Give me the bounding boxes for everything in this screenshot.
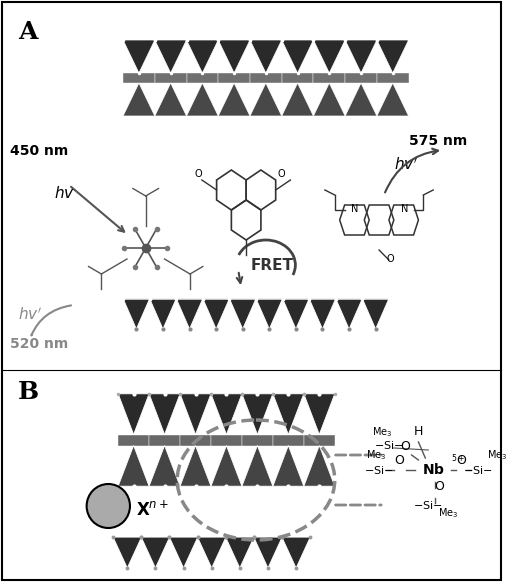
Polygon shape [118, 394, 149, 435]
Polygon shape [155, 40, 187, 73]
Polygon shape [118, 445, 149, 486]
Polygon shape [242, 394, 273, 435]
Polygon shape [170, 537, 198, 568]
Polygon shape [304, 435, 335, 445]
Text: $\mathrm{Me}_3$: $\mathrm{Me}_3$ [438, 506, 458, 520]
Polygon shape [313, 83, 345, 116]
Polygon shape [123, 73, 155, 83]
Polygon shape [336, 299, 362, 329]
Text: 450 nm: 450 nm [10, 144, 68, 158]
Polygon shape [282, 83, 313, 116]
Polygon shape [313, 40, 345, 73]
FancyArrowPatch shape [32, 306, 71, 335]
Polygon shape [229, 299, 256, 329]
Polygon shape [142, 537, 170, 568]
Polygon shape [254, 537, 282, 568]
Polygon shape [176, 299, 203, 329]
Polygon shape [155, 83, 187, 116]
Polygon shape [218, 73, 250, 83]
Polygon shape [123, 83, 155, 116]
Polygon shape [149, 445, 180, 486]
Text: B: B [18, 380, 39, 404]
Polygon shape [149, 435, 180, 445]
Text: O: O [387, 254, 394, 264]
Polygon shape [283, 299, 309, 329]
Polygon shape [309, 299, 336, 329]
Text: $-$Si$-$: $-$Si$-$ [413, 499, 443, 511]
Text: $\mathbf{X}^{n+}$: $\mathbf{X}^{n+}$ [136, 501, 169, 520]
Circle shape [87, 484, 130, 528]
Polygon shape [187, 40, 218, 73]
Polygon shape [211, 445, 242, 486]
Polygon shape [218, 40, 250, 73]
Text: $\mathit{hv}$: $\mathit{hv}$ [54, 185, 75, 201]
Polygon shape [180, 394, 211, 435]
Polygon shape [345, 83, 377, 116]
Text: $\mathit{hv'}$: $\mathit{hv'}$ [18, 306, 42, 323]
Text: $\mathrm{Me}_3$: $\mathrm{Me}_3$ [366, 448, 386, 462]
Polygon shape [149, 394, 180, 435]
Polygon shape [113, 537, 142, 568]
Polygon shape [226, 537, 254, 568]
Polygon shape [282, 73, 313, 83]
Text: H: H [414, 425, 423, 438]
Text: O: O [394, 454, 404, 467]
Polygon shape [282, 40, 313, 73]
Text: $-$Si$-$: $-$Si$-$ [364, 464, 394, 476]
Text: N: N [352, 204, 359, 214]
Polygon shape [180, 445, 211, 486]
Polygon shape [345, 73, 377, 83]
Polygon shape [242, 445, 273, 486]
Text: $-$Si$-$: $-$Si$-$ [374, 439, 404, 451]
Polygon shape [313, 73, 345, 83]
Text: $-$Si$-$: $-$Si$-$ [463, 464, 492, 476]
Polygon shape [211, 435, 242, 445]
Text: $\mathrm{Me}_3$: $\mathrm{Me}_3$ [372, 425, 392, 439]
Polygon shape [187, 73, 218, 83]
Text: O: O [401, 440, 410, 453]
Polygon shape [282, 537, 310, 568]
Polygon shape [203, 299, 229, 329]
Polygon shape [218, 83, 250, 116]
Text: O: O [434, 480, 444, 493]
Polygon shape [150, 299, 176, 329]
Polygon shape [273, 394, 304, 435]
Polygon shape [377, 40, 409, 73]
Text: $^{5+}$: $^{5+}$ [451, 454, 465, 464]
Polygon shape [187, 83, 218, 116]
Polygon shape [304, 445, 335, 486]
Text: O: O [456, 454, 466, 467]
Polygon shape [377, 83, 409, 116]
Text: FRET: FRET [251, 258, 294, 273]
Text: O: O [195, 169, 202, 179]
Text: N: N [401, 204, 408, 214]
Polygon shape [304, 394, 335, 435]
Text: $\mathrm{Me}_3$: $\mathrm{Me}_3$ [487, 448, 507, 462]
Polygon shape [250, 73, 282, 83]
Polygon shape [118, 435, 149, 445]
Text: 520 nm: 520 nm [10, 337, 68, 351]
Polygon shape [250, 83, 282, 116]
Text: A: A [18, 20, 37, 44]
Polygon shape [345, 40, 377, 73]
Polygon shape [250, 40, 282, 73]
Text: O: O [277, 169, 285, 179]
Polygon shape [273, 445, 304, 486]
Polygon shape [155, 73, 187, 83]
Polygon shape [256, 299, 283, 329]
Polygon shape [362, 299, 389, 329]
Polygon shape [180, 435, 211, 445]
Text: $\mathit{hv'}$: $\mathit{hv'}$ [394, 157, 418, 173]
Text: $\mathbf{Nb}$: $\mathbf{Nb}$ [422, 463, 445, 477]
Polygon shape [242, 435, 273, 445]
Polygon shape [198, 537, 226, 568]
Text: 575 nm: 575 nm [409, 134, 467, 148]
Polygon shape [123, 40, 155, 73]
Polygon shape [377, 73, 409, 83]
Polygon shape [123, 299, 150, 329]
Polygon shape [273, 435, 304, 445]
Polygon shape [211, 394, 242, 435]
